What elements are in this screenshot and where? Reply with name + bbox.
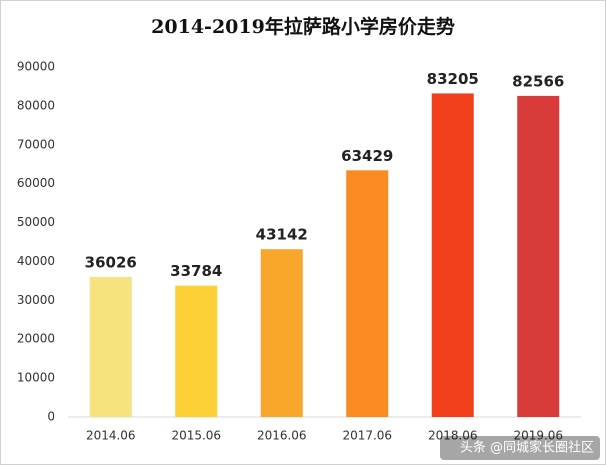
bar [346,170,389,417]
data-label: 36026 [85,253,137,271]
x-tick-label: 2018.06 [428,429,478,443]
x-tick-label: 2016.06 [257,429,307,443]
y-tick-label: 10000 [17,371,55,385]
y-tick-label: 80000 [17,98,55,112]
data-label: 43142 [256,226,308,244]
credit: 头条 @同城家长圈社区 [460,440,594,456]
credit-background [440,436,600,460]
y-tick-label: 30000 [17,293,55,307]
y-tick-label: 70000 [17,137,55,151]
bar [175,285,218,417]
y-tick-label: 0 [47,410,55,424]
bar [89,276,132,417]
bar [431,93,474,418]
y-tick-label: 40000 [17,254,55,268]
chart-title: 2014-2019年拉萨路小学房价走势 [151,15,455,38]
x-tick-label: 2015.06 [171,429,221,443]
bar [260,249,303,417]
y-tick-label: 60000 [17,176,55,190]
data-label: 83205 [427,70,479,88]
y-tick-label: 90000 [17,60,55,74]
bar [517,95,560,417]
data-label: 82566 [512,72,564,90]
y-tick-label: 20000 [17,332,55,346]
data-label: 63429 [341,147,393,165]
x-tick-label: 2014.06 [86,429,136,443]
x-tick-label: 2019.06 [513,429,563,443]
x-tick-label: 2017.06 [342,429,392,443]
y-tick-label: 50000 [17,215,55,229]
data-label: 33784 [170,262,222,280]
